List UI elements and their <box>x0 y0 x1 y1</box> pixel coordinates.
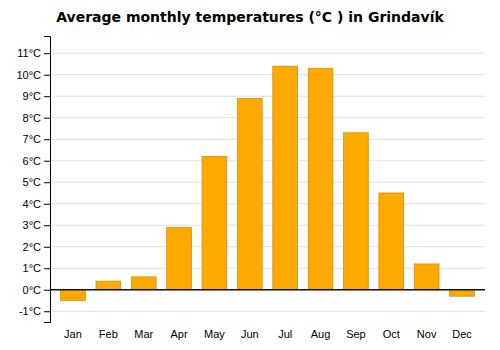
y-tick-mark <box>44 182 50 183</box>
bar <box>61 290 86 301</box>
x-tick: Sep <box>346 328 366 340</box>
y-tick-label: 9°C <box>23 90 42 102</box>
grid-line <box>50 246 485 247</box>
y-tick-label: 10°C <box>16 69 41 81</box>
y-tick: 1°C <box>23 262 50 274</box>
y-tick-mark <box>44 139 50 140</box>
grid-line <box>50 139 485 140</box>
grid-line <box>50 182 485 183</box>
y-tick-label: -1°C <box>19 305 41 317</box>
y-tick-mark <box>44 225 50 226</box>
bar <box>308 68 333 289</box>
bar <box>202 156 227 289</box>
y-tick: 2°C <box>23 241 50 253</box>
x-tick: Nov <box>417 328 437 340</box>
y-tick-label: 8°C <box>23 112 42 124</box>
y-tick-mark <box>44 311 50 312</box>
x-tick-label: Dec <box>452 328 472 340</box>
bar <box>344 133 369 290</box>
y-tick-label: 3°C <box>23 219 42 231</box>
chart: Average monthly temperatures (°C ) in Gr… <box>0 0 500 350</box>
y-tick: 8°C <box>23 112 50 124</box>
y-tick-mark <box>44 290 50 291</box>
grid-line <box>50 311 485 312</box>
y-tick: 9°C <box>23 90 50 102</box>
bar <box>379 193 404 290</box>
y-tick-label: 1°C <box>23 262 42 274</box>
x-tick-label: May <box>204 328 225 340</box>
bar <box>96 281 121 290</box>
y-tick: 0°C <box>23 284 50 296</box>
y-tick: 4°C <box>23 198 50 210</box>
y-tick: 11°C <box>17 47 50 59</box>
x-axis: Jan Feb Mar Apr May Jun Jul Aug Sep Oct Nov Dec <box>64 328 472 340</box>
x-tick-label: Jul <box>278 328 292 340</box>
y-tick-label: 0°C <box>23 284 42 296</box>
bars <box>50 66 485 300</box>
zero-line <box>50 289 485 291</box>
plot: -1°C 0°C 1°C 2°C 3°C 4°C 5°C 6°C 7°C 8°C 9°C 10°C 11… <box>16 37 485 340</box>
y-tick-mark <box>44 96 50 97</box>
y-tick-label: 2°C <box>23 241 42 253</box>
x-tick-label: Apr <box>171 328 188 340</box>
y-tick-label: 4°C <box>23 198 42 210</box>
x-tick: Dec <box>452 328 472 340</box>
x-tick-label: Oct <box>383 328 400 340</box>
x-tick: Jan <box>64 328 82 340</box>
bar <box>273 66 298 290</box>
y-tick-mark <box>44 53 50 54</box>
y-tick-label: 6°C <box>23 155 42 167</box>
grid-line <box>50 289 485 290</box>
x-tick-label: Jun <box>241 328 259 340</box>
y-tick: 10°C <box>16 69 50 81</box>
y-tick: 6°C <box>23 155 50 167</box>
bar <box>167 227 192 289</box>
x-tick-label: Jan <box>64 328 82 340</box>
y-tick: -1°C <box>19 305 50 317</box>
y-tick-mark <box>44 75 50 76</box>
y-tick-mark <box>44 161 50 162</box>
y-tick-mark <box>44 268 50 269</box>
grid-line <box>50 96 485 97</box>
bar <box>237 98 262 289</box>
x-tick: Oct <box>383 328 400 340</box>
x-tick: Feb <box>99 328 118 340</box>
y-axis-line <box>44 37 51 323</box>
y-tick: 5°C <box>23 176 50 188</box>
bar <box>450 290 475 296</box>
y-tick-mark <box>44 247 50 248</box>
y-tick-mark <box>44 204 50 205</box>
x-tick-label: Aug <box>311 328 331 340</box>
bar <box>414 264 439 290</box>
x-tick: Jun <box>241 328 259 340</box>
x-tick: May <box>204 328 225 340</box>
x-tick-label: Sep <box>346 328 366 340</box>
x-tick-label: Feb <box>99 328 118 340</box>
x-tick-label: Nov <box>417 328 437 340</box>
y-tick-label: 7°C <box>23 133 42 145</box>
grid-line <box>50 74 485 75</box>
grid-line <box>50 53 485 54</box>
y-axis: -1°C 0°C 1°C 2°C 3°C 4°C 5°C 6°C 7°C 8°C 9°C 10°C 11… <box>16 37 50 323</box>
x-tick: Aug <box>311 328 331 340</box>
title: Average monthly temperatures (°C ) in Gr… <box>56 9 444 25</box>
y-tick-label: 5°C <box>23 176 42 188</box>
y-tick: 7°C <box>23 133 50 145</box>
x-tick-label: Mar <box>134 328 153 340</box>
bar <box>131 277 156 290</box>
grid-line <box>50 225 485 226</box>
y-tick-label: 11°C <box>17 47 41 59</box>
grid-line <box>50 160 485 161</box>
x-tick: Apr <box>171 328 188 340</box>
grid-line <box>50 117 485 118</box>
x-tick: Jul <box>278 328 292 340</box>
grid-line <box>50 203 485 204</box>
grid <box>50 53 485 311</box>
x-tick: Mar <box>134 328 153 340</box>
y-tick: 3°C <box>23 219 50 231</box>
y-tick-mark <box>44 118 50 119</box>
